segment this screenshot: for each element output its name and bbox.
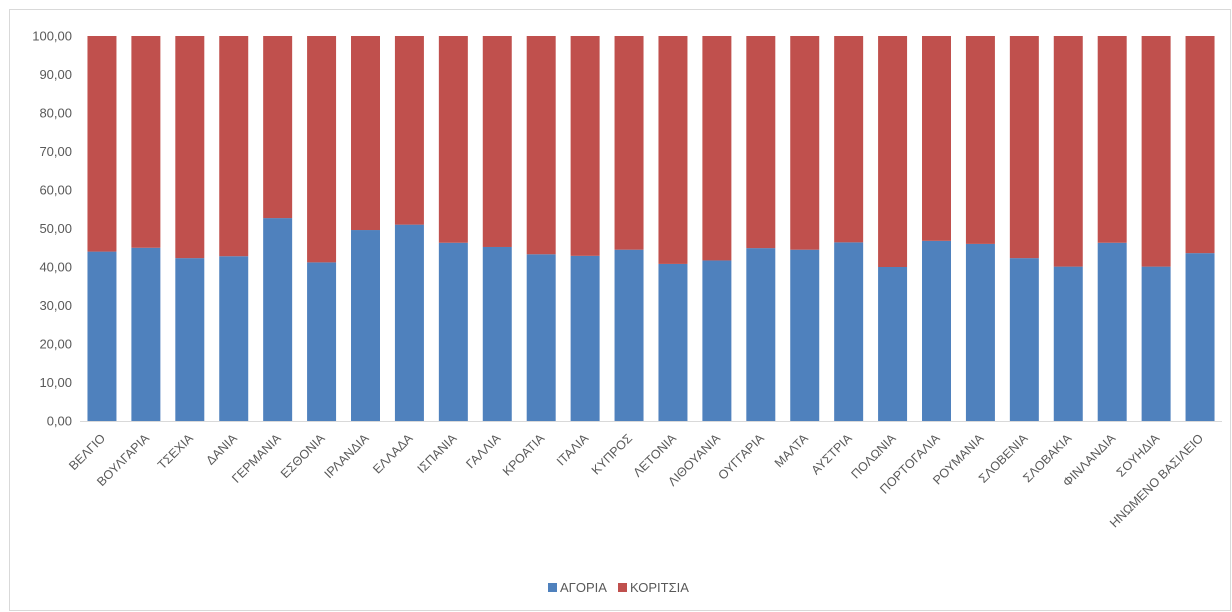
bar-boys	[790, 249, 820, 421]
bar-boys	[1009, 258, 1039, 421]
bar-girls	[834, 36, 864, 243]
bar-girls	[87, 36, 117, 252]
bar-girls	[438, 36, 468, 243]
x-tick-label: ΙΡΛΑΝΔΙΑ	[322, 431, 373, 482]
bar-boys	[702, 260, 732, 421]
legend: ΑΓΟΡΙΑ ΚΟΡΙΤΣΙΑ	[548, 580, 689, 595]
bar-boys	[263, 218, 293, 421]
bar-girls	[1185, 36, 1215, 254]
x-tick-label: ΓΑΛΛΙΑ	[463, 431, 503, 471]
x-tick-label: ΟΥΓΓΑΡΙΑ	[715, 431, 767, 483]
bar-girls	[614, 36, 644, 250]
bar-boys	[614, 249, 644, 421]
y-tick-label: 90,00	[39, 67, 72, 82]
x-tick-label: ΜΑΛΤΑ	[772, 431, 812, 471]
y-tick-label: 20,00	[39, 337, 72, 352]
bar-girls	[175, 36, 205, 259]
x-tick-label: ΚΥΠΡΟΣ	[589, 431, 636, 478]
y-tick-label: 60,00	[39, 183, 72, 198]
bar-boys	[438, 242, 468, 421]
y-tick-label: 80,00	[39, 106, 72, 121]
bar-boys	[658, 263, 688, 421]
legend-label: ΑΓΟΡΙΑ	[560, 580, 607, 595]
x-tick-label: ΒΕΛΓΙΟ	[66, 431, 108, 473]
bar-boys	[394, 224, 424, 421]
y-tick-label: 30,00	[39, 298, 72, 313]
x-tick-label: ΕΣΘΟΝΙΑ	[278, 431, 328, 481]
bar-boys	[922, 240, 951, 421]
bars	[87, 36, 1215, 421]
y-tick-label: 0,00	[47, 414, 72, 429]
bar-girls	[878, 36, 908, 267]
bar-girls	[1009, 36, 1039, 259]
bar-boys	[878, 267, 908, 421]
bar-girls	[570, 36, 600, 256]
bar-girls	[1097, 36, 1127, 243]
bar-boys	[1141, 266, 1171, 421]
bar-girls	[1053, 36, 1083, 267]
bar-boys	[1097, 242, 1127, 421]
x-tick-label: ΚΡΟΑΤΙΑ	[500, 431, 548, 479]
bar-girls	[394, 36, 424, 225]
bar-girls	[263, 36, 293, 219]
legend-swatch	[618, 583, 627, 592]
bar-boys	[307, 262, 337, 421]
bar-boys	[1053, 266, 1083, 421]
y-axis: 0,00 10,00 20,00 30,00 40,00 50,00 60,00 70,00 8…	[32, 29, 72, 429]
y-tick-label: 100,00	[32, 29, 72, 44]
bar-girls	[658, 36, 688, 264]
legend-label: ΚΟΡΙΤΣΙΑ	[630, 580, 689, 595]
legend-swatch	[548, 583, 557, 592]
bar-girls	[131, 36, 161, 248]
bar-boys	[131, 247, 161, 421]
bar-boys	[87, 251, 117, 421]
bar-girls	[790, 36, 820, 250]
x-tick-label: ΙΤΑΛΙΑ	[554, 431, 592, 469]
y-tick-label: 40,00	[39, 260, 72, 275]
bar-boys	[526, 254, 556, 421]
bar-boys	[570, 255, 600, 421]
bar-boys	[482, 246, 512, 421]
bar-boys	[965, 243, 995, 421]
bar-boys	[175, 258, 205, 421]
x-tick-label: ΔΑΝΙΑ	[203, 431, 240, 468]
x-tick-label: ΤΣΕΧΙΑ	[155, 431, 196, 472]
bar-boys	[1185, 253, 1215, 421]
bar-boys	[219, 256, 249, 421]
bar-girls	[351, 36, 380, 231]
bar-girls	[702, 36, 732, 261]
bar-girls	[219, 36, 249, 257]
bar-girls	[307, 36, 337, 263]
bar-boys	[834, 242, 864, 421]
bar-girls	[922, 36, 951, 241]
bar-girls	[526, 36, 556, 255]
y-tick-label: 50,00	[39, 221, 72, 236]
bar-boys	[746, 248, 776, 421]
y-tick-label: 10,00	[39, 375, 72, 390]
bar-girls	[482, 36, 512, 247]
x-tick-label: ΑΥΣΤΡΙΑ	[809, 431, 856, 478]
bar-girls	[1141, 36, 1171, 267]
x-tick-label: ΕΛΛΑΔΑ	[370, 431, 416, 477]
bar-girls	[746, 36, 776, 249]
x-tick-label: ΙΣΠΑΝΙΑ	[415, 431, 460, 476]
bar-boys	[351, 230, 380, 421]
bar-girls	[965, 36, 995, 244]
y-tick-label: 70,00	[39, 144, 72, 159]
